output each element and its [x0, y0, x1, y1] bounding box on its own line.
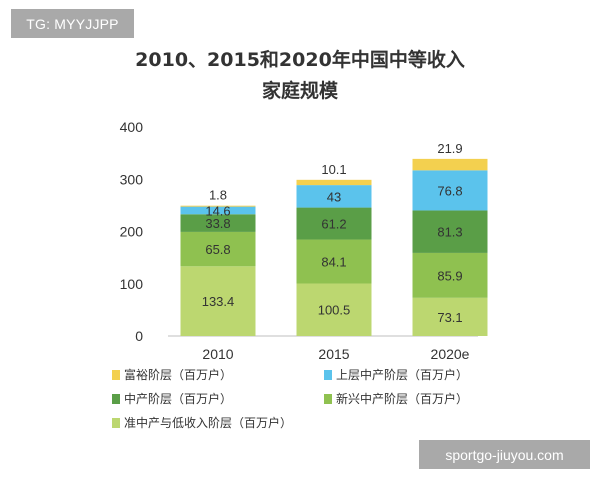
y-tick-label: 0	[135, 328, 143, 344]
legend-item: 上层中产阶层（百万户）	[324, 366, 468, 383]
data-label: 21.9	[437, 141, 462, 156]
y-tick-label: 200	[120, 224, 144, 240]
bar-segment	[180, 266, 256, 336]
legend-swatch	[324, 393, 332, 404]
legend-item: 中产阶层（百万户）	[112, 390, 232, 407]
legend-swatch	[112, 393, 120, 404]
legend-swatch	[112, 369, 120, 380]
data-label: 100.5	[318, 303, 351, 318]
chart-title-line1: 2010、2015和2020年中国中等收入	[135, 49, 465, 71]
x-tick-label: 2010	[202, 346, 233, 360]
watermark-bottom: sportgo-jiuyou.com	[419, 440, 590, 469]
bar-segment	[296, 185, 372, 208]
data-label: 61.2	[321, 217, 346, 232]
legend-label: 上层中产阶层（百万户）	[336, 368, 469, 382]
bar-segment	[296, 207, 372, 240]
legend-item: 新兴中产阶层（百万户）	[324, 390, 468, 407]
data-label: 85.9	[437, 268, 462, 283]
legend-label: 准中产与低收入阶层（百万户）	[124, 416, 293, 430]
bar-segment	[412, 297, 488, 336]
bar-segment	[412, 252, 488, 298]
bar-segment	[296, 239, 372, 284]
data-label: 81.3	[437, 225, 462, 240]
x-tick-label: 2015	[318, 346, 349, 360]
bar-segment	[296, 283, 372, 336]
watermark-top: TG: MYYJJPP	[11, 9, 134, 38]
y-tick-label: 100	[120, 276, 144, 292]
data-label: 1.8	[209, 188, 227, 203]
data-label: 76.8	[437, 183, 462, 198]
data-label: 14.6	[205, 203, 230, 218]
data-label: 65.8	[205, 242, 230, 257]
y-tick-label: 300	[120, 171, 144, 187]
bar-segment	[180, 206, 256, 215]
legend-label: 富裕阶层（百万户）	[124, 368, 233, 382]
bar-segment	[180, 205, 256, 207]
bar-segment	[296, 179, 372, 186]
bar-segment	[412, 170, 488, 211]
bar-segment	[180, 214, 256, 232]
data-label: 10.1	[321, 162, 346, 177]
data-label: 84.1	[321, 255, 346, 270]
legend-label: 中产阶层（百万户）	[124, 392, 233, 406]
data-label: 133.4	[202, 294, 235, 309]
chart-title-line2: 家庭规模	[261, 80, 338, 102]
legend-item: 准中产与低收入阶层（百万户）	[112, 414, 292, 431]
data-label: 43	[327, 189, 341, 204]
stacked-bar-chart: 0 100 200 300 400 133.4 65.8 33.814.61.8 100.5 84…	[120, 119, 488, 360]
legend-swatch	[324, 369, 332, 380]
legend-label: 新兴中产阶层（百万户）	[336, 392, 469, 406]
bar-segment	[412, 158, 488, 171]
data-label: 73.1	[437, 310, 462, 325]
y-tick-label: 400	[120, 119, 144, 135]
bar-segment	[412, 210, 488, 253]
data-label: 33.8	[205, 216, 230, 231]
bar-segment	[180, 231, 256, 267]
x-tick-label: 2020e	[431, 346, 470, 360]
legend-item: 富裕阶层（百万户）	[112, 366, 232, 383]
legend-swatch	[112, 417, 120, 428]
